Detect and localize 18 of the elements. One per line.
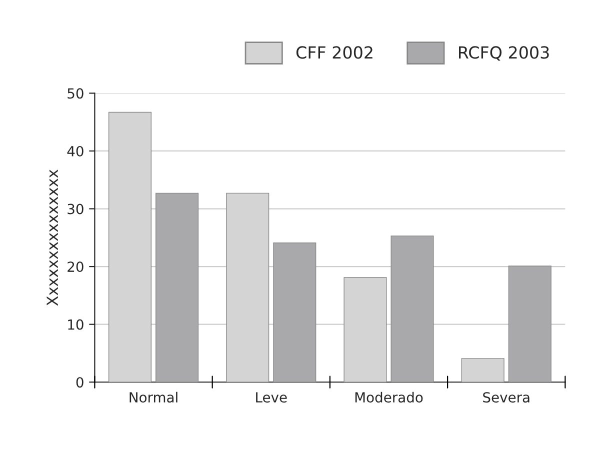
bar (390, 236, 434, 382)
x-tick-label: Moderado (355, 392, 423, 403)
x-tick-label: Leve (256, 392, 287, 403)
bar (273, 242, 316, 382)
legend-label: RCFQ 2003 (459, 46, 549, 61)
x-tick-label: Normal (130, 392, 178, 403)
x-tick-label: Severa (483, 392, 530, 403)
legend-label: CFF 2002 (296, 46, 372, 59)
bar (508, 266, 552, 382)
y-tick-label: 30 (68, 204, 84, 214)
bar (156, 192, 199, 382)
y-tick-label: 20 (68, 262, 84, 272)
y-tick-label: 50 (68, 88, 84, 99)
y-tick-label: 40 (67, 146, 84, 156)
bar (461, 358, 504, 382)
y-axis-title: Xxxxxxxxxxxxxxx (46, 170, 58, 306)
y-tick-label: 0 (76, 377, 84, 388)
y-tick-label: 10 (68, 319, 84, 330)
